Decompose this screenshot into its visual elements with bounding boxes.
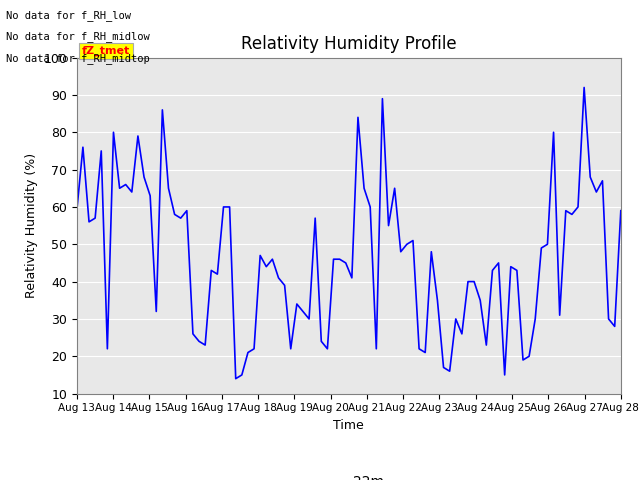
Text: fZ_tmet: fZ_tmet	[82, 46, 131, 56]
X-axis label: Time: Time	[333, 419, 364, 432]
Y-axis label: Relativity Humidity (%): Relativity Humidity (%)	[25, 153, 38, 298]
Text: No data for f_RH_midtop: No data for f_RH_midtop	[6, 53, 150, 64]
Text: No data for f_RH_low: No data for f_RH_low	[6, 10, 131, 21]
Legend: 22m: 22m	[308, 469, 389, 480]
Text: No data for f_RH_midlow: No data for f_RH_midlow	[6, 31, 150, 42]
Title: Relativity Humidity Profile: Relativity Humidity Profile	[241, 35, 456, 53]
